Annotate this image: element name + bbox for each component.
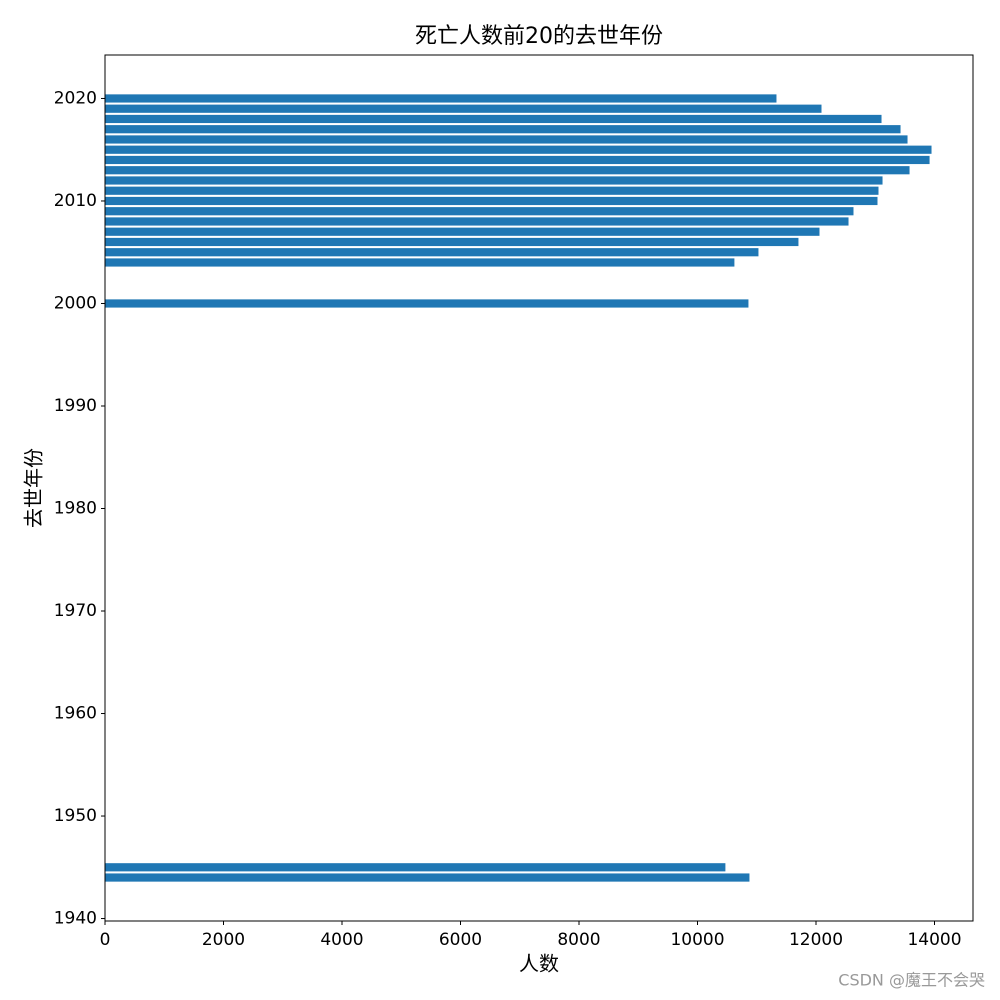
bar bbox=[105, 196, 878, 206]
y-tick-label: 2010 bbox=[54, 191, 97, 211]
x-axis-label: 人数 bbox=[519, 952, 559, 976]
y-axis-label: 去世年份 bbox=[22, 448, 46, 528]
bar bbox=[105, 104, 822, 113]
x-tick-label: 14000 bbox=[907, 930, 961, 950]
x-tick-label: 10000 bbox=[670, 930, 724, 950]
bar bbox=[105, 94, 777, 103]
bar bbox=[105, 207, 854, 216]
watermark: CSDN @魔王不会哭 bbox=[838, 971, 985, 990]
y-tick-label: 1990 bbox=[54, 396, 97, 416]
x-tick-label: 6000 bbox=[439, 930, 482, 950]
bar bbox=[105, 863, 726, 872]
bar bbox=[105, 145, 932, 154]
bar bbox=[105, 217, 849, 226]
x-tick-label: 12000 bbox=[789, 930, 843, 950]
y-tick-label: 2000 bbox=[54, 293, 97, 313]
bar bbox=[105, 873, 750, 882]
bar bbox=[105, 166, 910, 175]
bar bbox=[105, 155, 930, 165]
y-tick-label: 1970 bbox=[54, 601, 97, 621]
y-tick-label: 2020 bbox=[54, 88, 97, 108]
x-tick-label: 4000 bbox=[320, 930, 363, 950]
bar bbox=[105, 125, 901, 134]
chart-title: 死亡人数前20的去世年份 bbox=[415, 24, 663, 49]
bar bbox=[105, 237, 799, 247]
bar bbox=[105, 227, 820, 236]
bar bbox=[105, 248, 759, 257]
bar bbox=[105, 299, 749, 308]
x-tick-label: 0 bbox=[100, 930, 111, 950]
y-tick-label: 1980 bbox=[54, 499, 97, 519]
y-tick-label: 1940 bbox=[54, 909, 97, 929]
bar bbox=[105, 176, 883, 185]
y-tick-label: 1960 bbox=[54, 704, 97, 724]
bar bbox=[105, 258, 735, 267]
x-tick-label: 8000 bbox=[557, 930, 600, 950]
plot-frame bbox=[104, 54, 974, 922]
x-tick-label: 2000 bbox=[202, 930, 245, 950]
y-tick-label: 1950 bbox=[54, 806, 97, 826]
bar bbox=[105, 186, 879, 195]
bar bbox=[105, 114, 882, 124]
bar bbox=[105, 135, 908, 144]
